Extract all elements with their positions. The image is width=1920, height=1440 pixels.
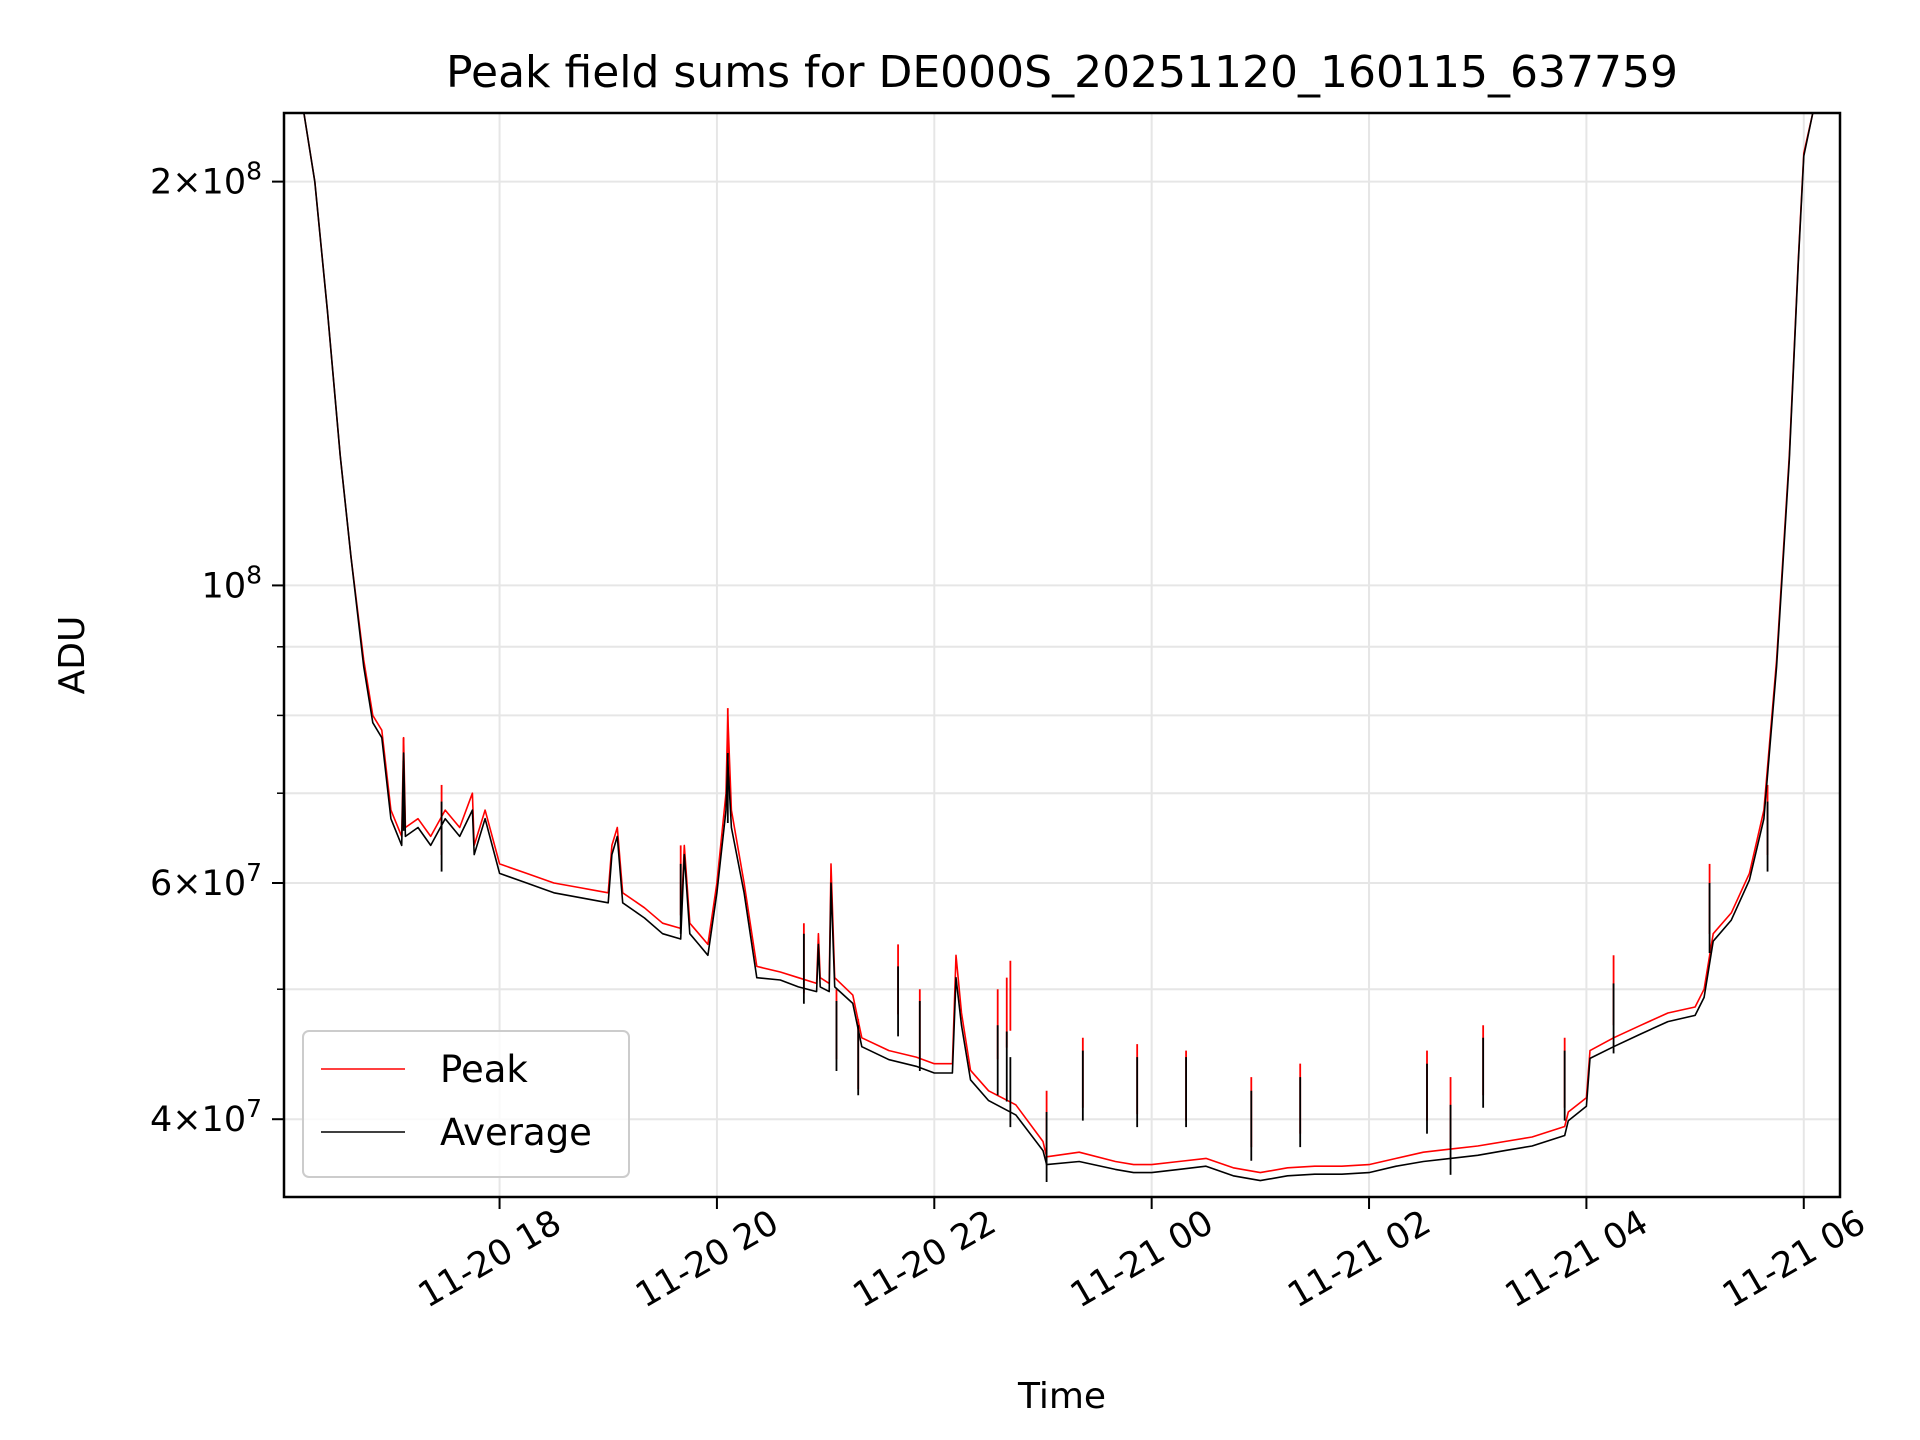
x-axis-label: Time — [1017, 1376, 1106, 1417]
plot-frame — [282, 111, 1842, 1199]
legend-label-peak: Peak — [440, 1048, 528, 1091]
y-tick-label: 6×107 — [150, 858, 262, 904]
y-tick-label: 2×108 — [150, 157, 262, 203]
chart-title: Peak field sums for DE000S_20251120_1601… — [446, 47, 1678, 98]
y-tick-label: 4×107 — [150, 1094, 262, 1140]
legend-box — [302, 1030, 630, 1178]
y-tick-label: 108 — [202, 560, 262, 606]
series-line-peak — [284, 113, 1840, 1174]
series-line-average — [284, 113, 1840, 1182]
legend: Peak Average — [302, 1030, 630, 1178]
legend-label-average: Average — [440, 1111, 592, 1154]
series-lines — [284, 113, 1840, 1182]
y-axis-label: ADU — [52, 616, 93, 695]
